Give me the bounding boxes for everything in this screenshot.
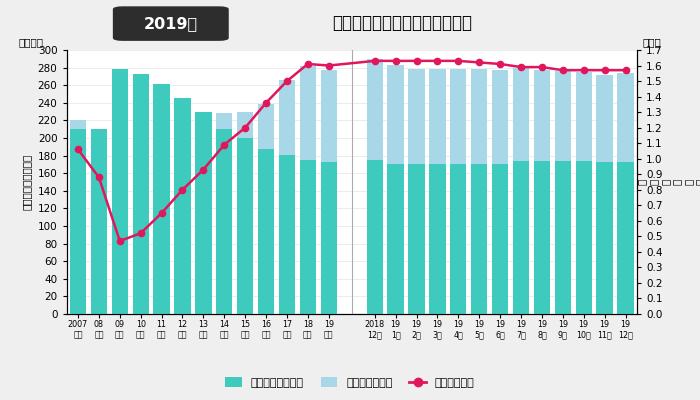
Bar [111,69,128,314]
Bar [321,70,337,314]
Bar [321,162,337,314]
Text: （万人）: （万人） [18,37,43,47]
Bar [617,162,634,314]
Bar [174,142,190,314]
Bar [174,98,190,314]
Bar [429,164,446,314]
Text: 求人・求職及び求人倍率の推移: 求人・求職及び求人倍率の推移 [332,14,473,32]
Bar [554,161,571,314]
Bar [388,164,404,314]
Bar [554,71,571,314]
Bar [195,125,211,314]
Bar [408,69,425,314]
Bar [237,138,253,314]
Bar [216,129,232,314]
Bar [617,73,634,314]
Bar [70,129,86,314]
Bar [492,164,508,314]
Bar [408,164,425,314]
Bar [132,191,149,314]
Bar [575,161,592,314]
FancyBboxPatch shape [113,6,229,41]
Bar [279,80,295,314]
Bar [70,120,86,314]
Bar [534,161,550,314]
Bar [513,68,529,314]
Bar [429,69,446,314]
Bar [258,148,274,314]
Bar [258,104,274,314]
Bar [237,112,253,314]
Bar [91,129,107,314]
Bar [450,69,466,314]
Bar [279,155,295,314]
Bar [153,166,169,314]
Bar [367,160,383,314]
Bar [367,59,383,314]
Bar [91,152,107,314]
Legend: 月間有効求職者数, 月間有効求人数, 有効求人倍率: 月間有効求職者数, 月間有効求人数, 有効求人倍率 [221,373,479,392]
Bar [111,199,128,314]
Y-axis label: 有
効
求
人
倍
率: 有 効 求 人 倍 率 [637,179,700,185]
Text: 2019年: 2019年 [144,16,198,31]
Bar [388,65,404,314]
Bar [300,160,316,314]
Bar [534,70,550,314]
Y-axis label: 有効求人・有効求職: 有効求人・有効求職 [22,154,32,210]
Bar [471,69,487,314]
Bar [471,164,487,314]
Bar [450,164,466,314]
Bar [132,74,149,314]
Bar [492,70,508,314]
Bar [596,75,612,314]
Bar [153,84,169,314]
Bar [575,72,592,314]
Bar [596,162,612,314]
Bar [216,113,232,314]
Text: （倍）: （倍） [643,37,662,47]
Bar [195,112,211,314]
Bar [300,66,316,314]
Bar [513,161,529,314]
